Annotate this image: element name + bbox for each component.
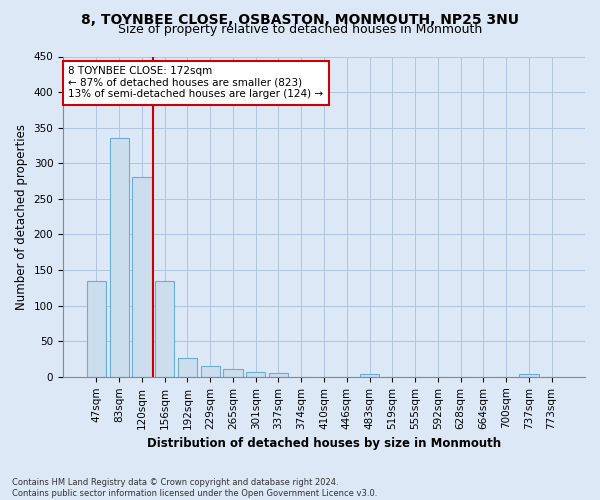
Bar: [178, 358, 197, 377]
Bar: [519, 374, 539, 377]
Text: Contains HM Land Registry data © Crown copyright and database right 2024.
Contai: Contains HM Land Registry data © Crown c…: [12, 478, 377, 498]
X-axis label: Distribution of detached houses by size in Monmouth: Distribution of detached houses by size …: [147, 437, 501, 450]
Bar: [132, 177, 152, 377]
Text: 8, TOYNBEE CLOSE, OSBASTON, MONMOUTH, NP25 3NU: 8, TOYNBEE CLOSE, OSBASTON, MONMOUTH, NP…: [81, 12, 519, 26]
Y-axis label: Number of detached properties: Number of detached properties: [15, 124, 28, 310]
Bar: [155, 282, 175, 377]
Text: 8 TOYNBEE CLOSE: 172sqm
← 87% of detached houses are smaller (823)
13% of semi-d: 8 TOYNBEE CLOSE: 172sqm ← 87% of detache…: [68, 66, 323, 100]
Bar: [246, 372, 265, 377]
Bar: [223, 369, 242, 377]
Bar: [269, 372, 288, 377]
Bar: [360, 374, 379, 377]
Text: Size of property relative to detached houses in Monmouth: Size of property relative to detached ho…: [118, 22, 482, 36]
Bar: [110, 138, 129, 377]
Bar: [87, 280, 106, 377]
Bar: [200, 366, 220, 377]
